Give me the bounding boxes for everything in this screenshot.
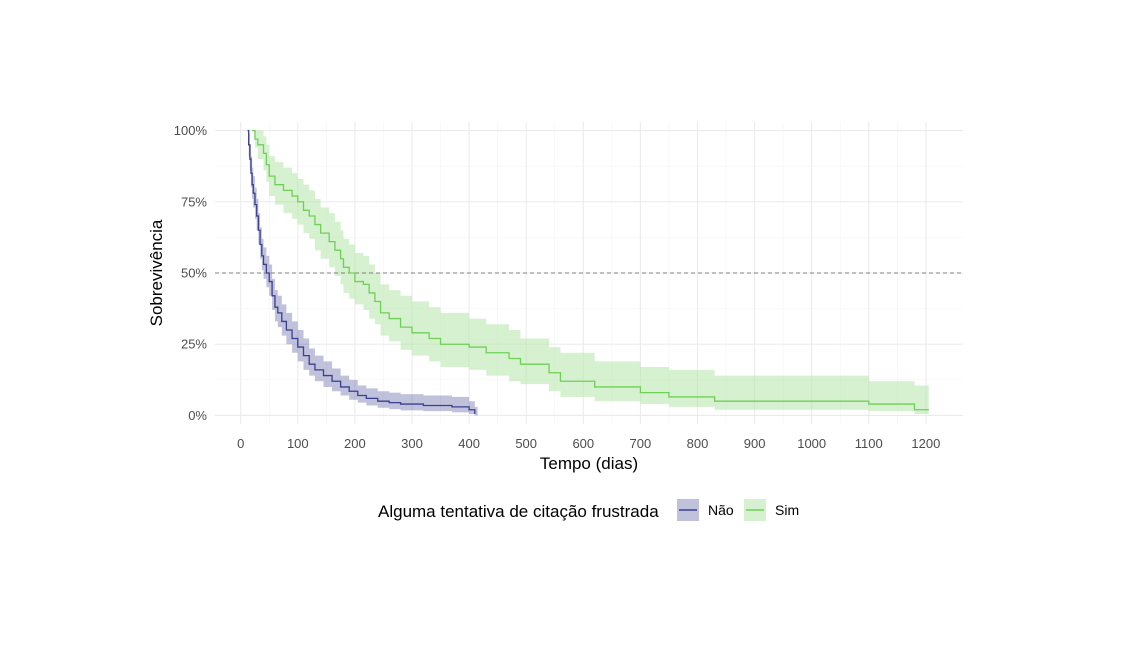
y-tick-label: 100%	[174, 123, 208, 138]
x-axis-title: Tempo (dias)	[540, 454, 638, 473]
x-tick-label: 1100	[855, 436, 883, 451]
x-tick-label: 900	[744, 436, 766, 451]
y-tick-label: 0%	[188, 408, 207, 423]
y-tick-label: 75%	[181, 194, 207, 209]
y-tick-label: 25%	[181, 337, 207, 352]
x-tick-label: 0	[237, 436, 244, 451]
x-tick-label: 500	[515, 436, 537, 451]
legend-label-sim: Sim	[775, 502, 799, 518]
curve-sim	[252, 129, 929, 411]
legend-label-nao: Não	[708, 502, 734, 518]
y-axis-ticks: 0% 25% 50% 75% 100%	[174, 123, 208, 423]
band-sim	[252, 130, 929, 415]
x-tick-label: 800	[687, 436, 709, 451]
x-tick-label: 1000	[797, 436, 826, 451]
y-tick-label: 50%	[181, 266, 207, 281]
band-nao	[247, 130, 478, 416]
confidence-bands	[247, 130, 929, 416]
curve-nao	[247, 129, 476, 415]
x-tick-label: 600	[572, 436, 594, 451]
x-tick-label: 100	[287, 436, 309, 451]
y-axis-title: Sobrevivência	[147, 219, 166, 326]
x-tick-label: 700	[630, 436, 652, 451]
x-axis-ticks: 0 100 200 300 400 500 600 700 800 900 1000 1100 1200	[237, 436, 940, 451]
x-tick-label: 300	[401, 436, 423, 451]
legend-title: Alguma tentativa de citação frustrada	[378, 502, 659, 521]
x-tick-label: 1200	[911, 436, 940, 451]
survival-curves	[247, 129, 929, 415]
legend: Alguma tentativa de citação frustrada Nã…	[378, 499, 799, 521]
x-tick-label: 400	[458, 436, 480, 451]
x-tick-label: 200	[344, 436, 366, 451]
